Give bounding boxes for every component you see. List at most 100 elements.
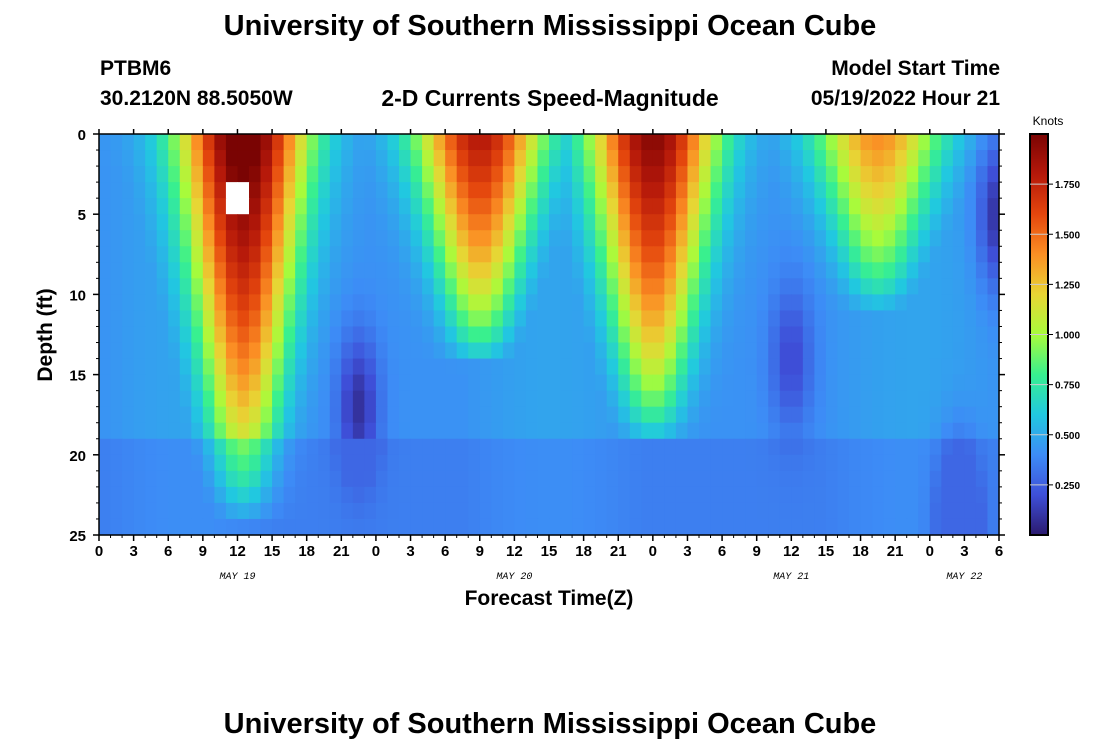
heatmap-cell <box>675 310 689 328</box>
heatmap-cell <box>214 182 227 199</box>
heatmap-cell <box>849 502 862 520</box>
heatmap-cell <box>491 422 504 440</box>
heatmap-cell <box>283 358 296 376</box>
heatmap-cell <box>641 278 654 295</box>
heatmap-cell <box>514 278 527 295</box>
heatmap-cell <box>941 438 954 456</box>
heatmap-cell <box>352 342 365 360</box>
heatmap-cell <box>722 326 735 344</box>
heatmap-cell <box>906 166 919 183</box>
heatmap-cell <box>318 198 331 215</box>
heatmap-cell <box>502 486 515 504</box>
x-tick-label: 18 <box>298 543 315 560</box>
heatmap-cell <box>952 262 965 279</box>
heatmap-cell <box>399 310 412 328</box>
heatmap-cell <box>433 518 446 536</box>
heatmap-cell <box>675 470 689 488</box>
plot-title: 2-D Currents Speed-Magnitude <box>381 85 719 111</box>
heatmap-cell <box>202 518 215 536</box>
heatmap-cell <box>191 230 204 247</box>
heatmap-cell <box>918 438 931 456</box>
heatmap-cell <box>641 358 654 376</box>
heatmap-cell <box>329 262 342 279</box>
heatmap-cell <box>410 454 423 472</box>
heatmap-cell <box>629 198 642 215</box>
heatmap-cell <box>895 326 908 344</box>
heatmap-cell <box>318 390 331 408</box>
heatmap-cell <box>341 262 354 279</box>
heatmap-cell <box>699 518 712 536</box>
heatmap-cell <box>225 454 239 472</box>
heatmap-cell <box>768 454 781 472</box>
heatmap-cell <box>249 294 262 312</box>
heatmap-cell <box>525 390 539 408</box>
heatmap-cell <box>283 406 296 424</box>
heatmap-cell <box>664 294 677 312</box>
heatmap-cell <box>860 246 873 263</box>
heatmap-cell <box>814 502 827 520</box>
heatmap-cell <box>502 518 515 536</box>
heatmap-cell <box>722 454 735 472</box>
heatmap-cell <box>237 166 250 183</box>
heatmap-cell <box>168 374 181 392</box>
heatmap-cell <box>422 342 435 360</box>
heatmap-cell <box>895 406 908 424</box>
heatmap-cell <box>537 278 550 295</box>
heatmap-cell <box>606 374 619 392</box>
heatmap-cell <box>595 502 608 520</box>
heatmap-cell <box>479 230 492 247</box>
heatmap-cell <box>491 134 504 151</box>
heatmap-cell <box>491 502 504 520</box>
heatmap-cell <box>549 294 562 312</box>
heatmap-cell <box>572 214 585 231</box>
heatmap-cell <box>987 278 1000 295</box>
heatmap-cell <box>941 262 954 279</box>
heatmap-cell <box>560 342 573 360</box>
heatmap-cell <box>779 214 792 231</box>
heatmap-cell <box>122 198 135 215</box>
heatmap-cell <box>422 294 435 312</box>
heatmap-cell <box>214 262 227 279</box>
heatmap-cell <box>99 278 112 295</box>
heatmap-cell <box>433 230 446 247</box>
heatmap-cell <box>964 438 977 456</box>
heatmap-cell <box>295 150 308 167</box>
heatmap-cell <box>710 470 723 488</box>
station-coords: 30.2120N 88.5050W <box>100 87 293 110</box>
heatmap-cell <box>191 134 204 151</box>
heatmap-cell <box>318 230 331 247</box>
heatmap-cell <box>733 150 746 167</box>
heatmap-cell <box>502 134 515 151</box>
heatmap-cell <box>468 310 481 328</box>
heatmap-cell <box>110 374 123 392</box>
heatmap-cell <box>802 182 815 199</box>
heatmap-cell <box>260 470 273 488</box>
heatmap-cell <box>225 374 239 392</box>
heatmap-cell <box>179 326 192 344</box>
heatmap-cell <box>560 486 573 504</box>
heatmap-cell <box>537 358 550 376</box>
heatmap-cell <box>779 502 792 520</box>
heatmap-cell <box>768 278 781 295</box>
heatmap-cell <box>837 246 850 263</box>
heatmap-cell <box>399 326 412 344</box>
heatmap-cell <box>768 262 781 279</box>
heatmap-cell <box>652 166 665 183</box>
heatmap-cell <box>918 230 931 247</box>
heatmap-cell <box>687 262 700 279</box>
heatmap-cell <box>214 214 227 231</box>
heatmap-cell <box>202 230 215 247</box>
heatmap-cell <box>918 374 931 392</box>
heatmap-cell <box>618 150 631 167</box>
heatmap-cell <box>156 358 169 376</box>
heatmap-cell <box>895 134 908 151</box>
heatmap-cell <box>791 486 804 504</box>
heatmap-layer <box>99 134 1000 536</box>
heatmap-cell <box>629 518 642 536</box>
heatmap-cell <box>272 406 285 424</box>
heatmap-cell <box>249 230 262 247</box>
heatmap-cell <box>779 246 792 263</box>
heatmap-cell <box>341 214 354 231</box>
heatmap-cell <box>606 134 619 151</box>
heatmap-cell <box>202 134 215 151</box>
